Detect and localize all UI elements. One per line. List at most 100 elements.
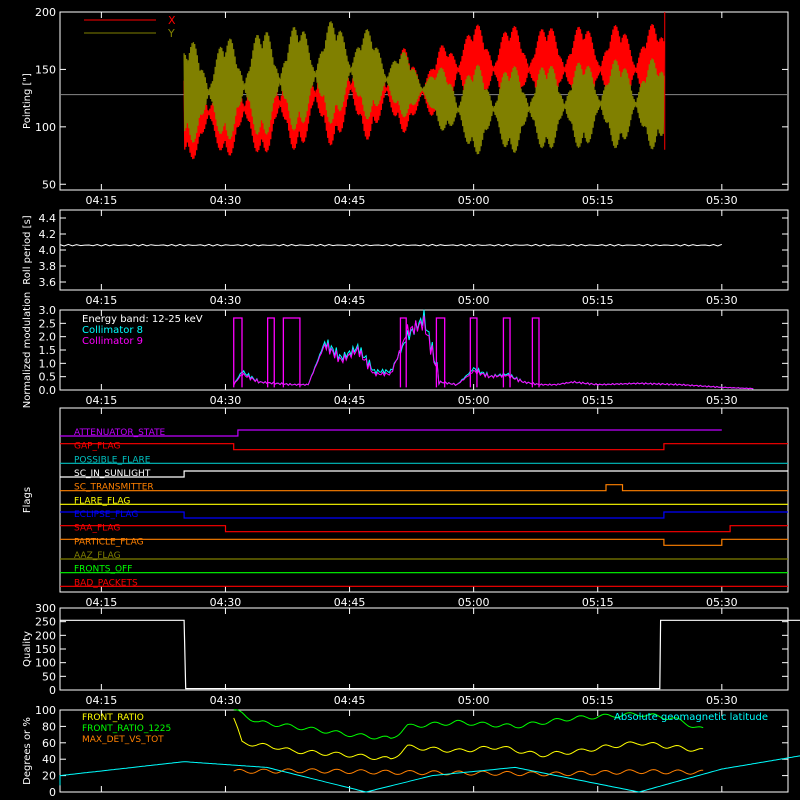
legend-label: Collimator 8 (82, 325, 143, 336)
y-tick-label: 3.6 (39, 276, 57, 289)
panel-4: 04:1504:3004:4505:0005:1505:3005:45Quali… (22, 602, 800, 707)
x-tick-label: 04:30 (210, 694, 242, 707)
x-tick-label: 04:45 (334, 694, 366, 707)
modulation-spike (469, 317, 478, 388)
x-tick-label: 04:15 (86, 394, 118, 407)
y-tick-label: 3.0 (39, 304, 57, 317)
roll-period-line (59, 243, 722, 247)
y-tick-label: 100 (35, 657, 56, 670)
modulation-spike (233, 317, 243, 388)
series-FRONT_RATIO (233, 717, 704, 761)
x-tick-label: 05:15 (582, 294, 614, 307)
x-tick-label: 05:15 (582, 694, 614, 707)
x-tick-label: 05:30 (706, 596, 738, 609)
x-tick-label: 04:15 (86, 194, 118, 207)
y-tick-label: 0.0 (39, 384, 57, 397)
x-tick-label: 04:30 (210, 294, 242, 307)
panel-frame (59, 709, 789, 793)
y-tick-label: 1.5 (39, 344, 57, 357)
flag-label-PARTICLE_FLAG: PARTICLE_FLAG (74, 537, 144, 547)
y-tick-label: 0 (49, 684, 56, 697)
y-axis-label: Quality (22, 631, 33, 667)
x-tick-label: 05:00 (458, 194, 490, 207)
flag-line-ECLIPSE_FLAG (60, 511, 788, 519)
modulation-spike (399, 317, 407, 388)
panel-5: Degrees or % 0 20 40 60 80 100 FRONT_RATIOFRONT… (22, 704, 800, 799)
x-tick-label: 04:15 (86, 294, 118, 307)
flag-label-SC_TRANSMITTER: SC_TRANSMITTER (74, 483, 154, 493)
flag-line-ATTENUATOR_STATE (60, 429, 722, 437)
x-tick-label: 05:30 (706, 294, 738, 307)
modulation-spike (435, 317, 446, 388)
x-tick-label: 05:15 (582, 596, 614, 609)
annotation-geomagnetic-latitude: Absolute geomagnetic latitude (614, 712, 768, 723)
x-tick-label: 04:45 (334, 394, 366, 407)
y-tick-label: 2.0 (39, 331, 57, 344)
legend-label: MAX_DET_VS_TOT (82, 735, 164, 745)
modulation-spike (502, 317, 511, 388)
legend-label: FRONT_RATIO_1225 (82, 724, 171, 734)
legend-label: Collimator 9 (82, 336, 143, 347)
y-axis-label: Normalized modulation (22, 292, 33, 409)
flag-line-GAP_FLAG (60, 443, 788, 451)
y-tick-label: 4.4 (39, 212, 57, 225)
y-axis-label: Flags (22, 487, 33, 513)
x-tick-label: 04:30 (210, 596, 242, 609)
flag-label-ATTENUATOR_STATE: ATTENUATOR_STATE (74, 428, 166, 438)
y-tick-label: 250 (35, 616, 56, 629)
y-axis-label: Roll period [s] (22, 215, 33, 284)
x-tick-label: 05:00 (458, 694, 490, 707)
modulation-spike (266, 317, 275, 388)
y-tick-label: 0.5 (39, 371, 57, 384)
x-tick-label: 04:45 (334, 294, 366, 307)
x-tick-label: 05:30 (706, 194, 738, 207)
y-tick-label: 0 (49, 786, 56, 799)
modulation-spike (531, 317, 540, 388)
y-tick-label: 40 (42, 753, 56, 766)
y-tick-label: 80 (42, 720, 56, 733)
flag-line-SC_TRANSMITTER (60, 484, 788, 492)
legend-label-Y: Y (167, 27, 175, 40)
series-Y (183, 21, 665, 155)
y-tick-label: 50 (42, 178, 56, 191)
flag-line-SAA_FLAG (60, 525, 788, 533)
y-tick-label: 3.8 (39, 260, 57, 273)
y-tick-label: 50 (42, 670, 56, 683)
panel-frame (59, 407, 789, 593)
x-tick-label: 04:15 (86, 596, 118, 609)
x-tick-label: 05:00 (458, 294, 490, 307)
panel-2: 04:1504:3004:4505:0005:1505:3005:45Norma… (22, 292, 789, 409)
y-tick-label: 150 (35, 643, 56, 656)
y-tick-label: 200 (35, 6, 56, 19)
flag-label-SAA_FLAG: SAA_FLAG (74, 524, 120, 534)
x-tick-label: 05:15 (582, 194, 614, 207)
y-tick-label: 300 (35, 602, 56, 615)
flag-label-AAZ_FLAG: AAZ_FLAG (74, 551, 121, 561)
x-tick-label: 04:45 (334, 596, 366, 609)
y-tick-label: 150 (35, 63, 56, 76)
flag-line-SC_IN_SUNLIGHT (60, 470, 788, 478)
panel-1: 04:1504:3004:4505:0005:1505:3005:45Roll … (22, 209, 789, 307)
y-axis-label: Degrees or % (22, 717, 33, 785)
x-tick-label: 04:30 (210, 394, 242, 407)
x-tick-label: 05:15 (582, 394, 614, 407)
y-tick-label: 200 (35, 629, 56, 642)
x-tick-label: 05:30 (706, 394, 738, 407)
legend-label-X: X (168, 14, 176, 27)
x-tick-label: 05:30 (706, 694, 738, 707)
series-FRONT_RATIO_1225 (233, 709, 704, 740)
panel-frame (59, 11, 789, 191)
panel-0: 04:1504:3004:4505:0005:1505:3005:45Point… (22, 6, 789, 207)
flag-label-SC_IN_SUNLIGHT: SC_IN_SUNLIGHT (74, 469, 151, 479)
x-tick-label: 04:45 (334, 194, 366, 207)
panel-frame (59, 209, 789, 291)
y-tick-label: 1.0 (39, 357, 57, 370)
x-tick-label: 05:00 (458, 394, 490, 407)
series-Collimator 9 (233, 315, 754, 390)
flag-label-POSSIBLE_FLARE: POSSIBLE_FLARE (74, 455, 151, 465)
flag-label-GAP_FLAG: GAP_FLAG (74, 442, 120, 452)
legend-label: FRONT_RATIO (82, 713, 144, 723)
flag-label-FRONTS_OFF: FRONTS_OFF (74, 565, 132, 575)
quality-line (60, 619, 800, 690)
y-tick-label: 4.2 (39, 228, 57, 241)
